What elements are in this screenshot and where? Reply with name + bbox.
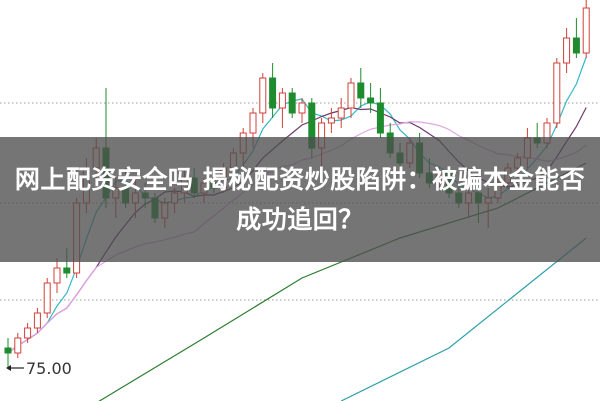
headline-title: 网上配资安全吗 揭秘配资炒股陷阱：被骗本金能否成功追回？: [14, 164, 586, 234]
candle-body: [33, 312, 41, 329]
candle-body: [337, 107, 345, 119]
candle-body: [24, 327, 32, 339]
candle-body: [278, 92, 286, 109]
candle-body: [63, 267, 71, 274]
candle-body: [298, 102, 306, 114]
candle: [298, 98, 306, 123]
candle: [259, 73, 267, 123]
candle: [43, 278, 51, 318]
long-ma-line-2: [340, 237, 587, 401]
candle-body: [367, 97, 375, 104]
candle-body: [572, 37, 580, 54]
headline-banner: 网上配资安全吗 揭秘配资炒股陷阱：被骗本金能否成功追回？: [0, 137, 600, 262]
candle: [278, 88, 286, 128]
candle: [563, 28, 571, 73]
candle: [53, 258, 61, 293]
candle-body: [376, 102, 384, 134]
candle: [357, 68, 365, 108]
low-price-label: 75.00: [26, 359, 72, 378]
candle: [376, 88, 384, 138]
candle: [572, 18, 580, 58]
candle-body: [14, 337, 22, 354]
candle-body: [563, 37, 571, 64]
candle-body: [269, 77, 277, 109]
candle: [347, 78, 355, 118]
candle-body: [347, 82, 355, 109]
candle: [327, 108, 335, 133]
candle: [269, 63, 277, 118]
candle: [288, 88, 296, 118]
candle-body: [288, 92, 296, 114]
candle-body: [4, 347, 12, 354]
candle: [24, 323, 32, 343]
candle-body: [259, 77, 267, 114]
candle: [337, 98, 345, 128]
candle: [582, 0, 590, 58]
candle-body: [582, 7, 590, 54]
candle: [33, 308, 41, 333]
candle-body: [249, 112, 257, 134]
candle-body: [43, 282, 51, 314]
candle: [553, 58, 561, 128]
candle-body: [553, 62, 561, 124]
candle: [4, 338, 12, 368]
arrow-head: [6, 365, 11, 371]
candle-body: [53, 267, 61, 284]
candle: [14, 333, 22, 358]
candle: [367, 83, 375, 113]
candle-body: [357, 82, 365, 99]
candle-body: [327, 117, 335, 124]
